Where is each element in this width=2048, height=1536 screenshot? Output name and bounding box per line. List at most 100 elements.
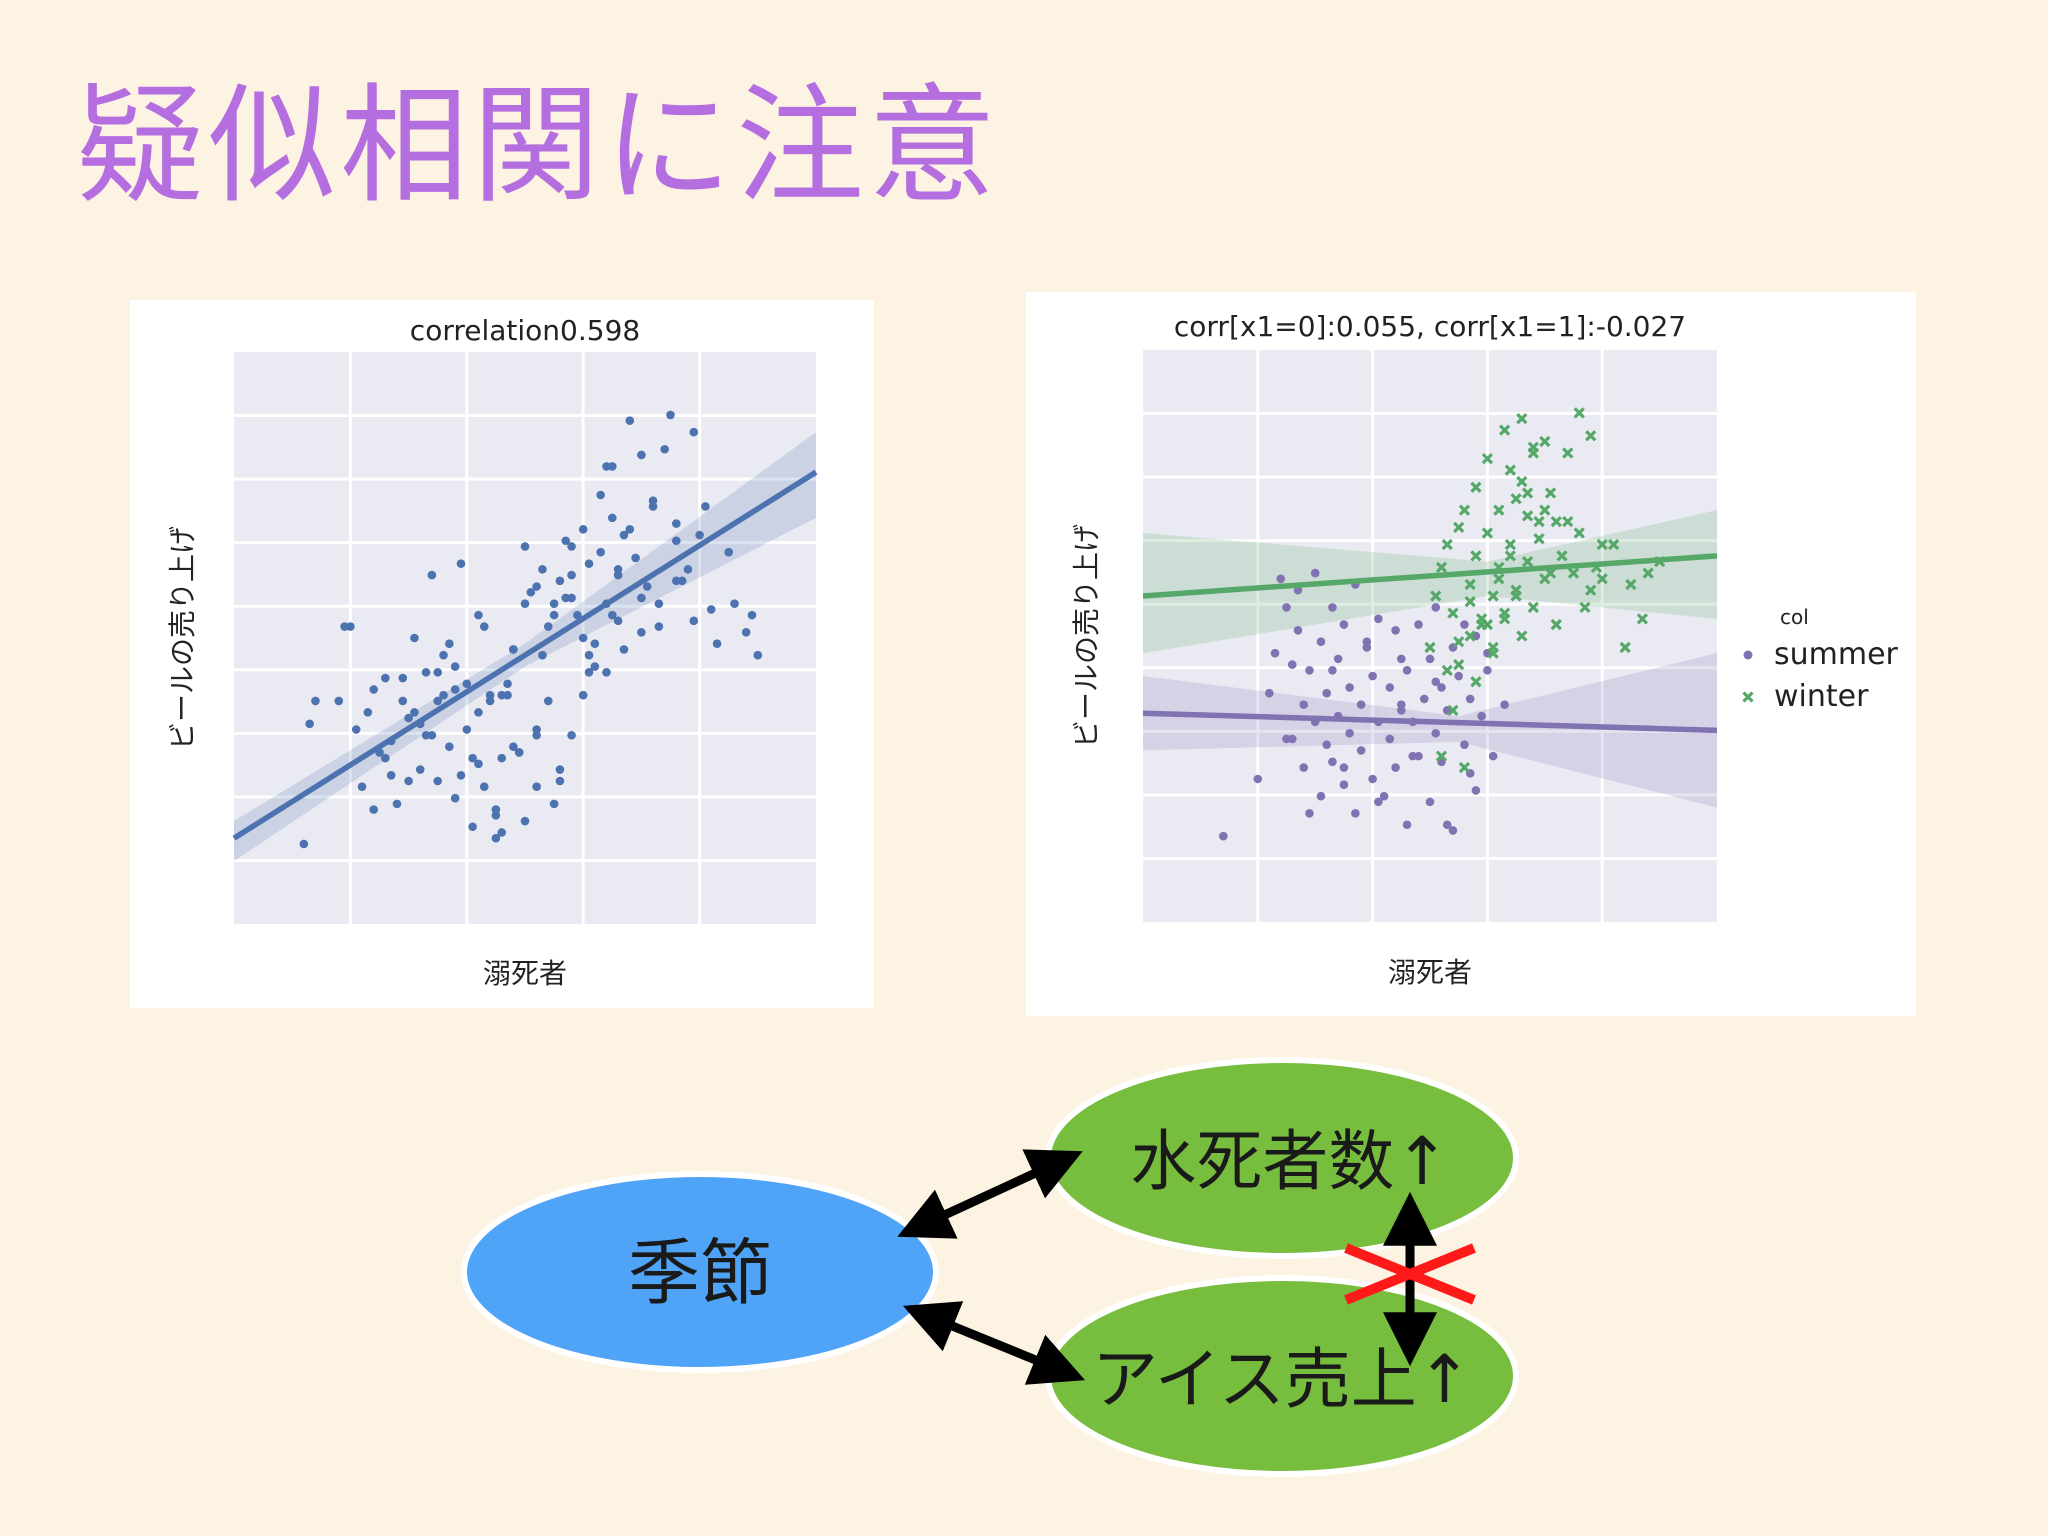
chart-0-point-main [654,599,664,608]
chart-1-regression-line-summer [1142,710,1718,734]
chart-1-point-winter [1516,413,1528,425]
chart-1-point-winter [1424,641,1436,654]
chart-0-point-main [433,776,443,786]
chart-0-point-main [666,410,675,420]
chart-0-point-main [497,753,507,763]
chart-1-point-winter [1510,493,1522,505]
chart-1-point-winter [1430,590,1442,602]
chart-1-point-winter [1487,590,1499,602]
chart-1-legend-label-winter: winter [1774,679,1869,714]
chart-0-point-main [351,725,361,734]
chart-0-y-axis-label: ビールの売り上げ [166,526,199,750]
chart-0-point-main [526,587,536,597]
chart-1-point-winter [1533,515,1545,528]
chart-1-title: corr[x1=0]:0.055, corr[x1=1]:-0.027 [1174,310,1686,343]
chart-1-point-winter [1441,664,1453,676]
chart-1-point-summer [1419,694,1429,704]
chart-0-point-main [654,622,664,631]
chart-0-point-main [642,582,652,591]
chart-1-point-winter [1464,596,1476,608]
chart-0-point-main [456,559,466,568]
chart-1-point-summer [1310,568,1320,578]
chart-1-point-winter [1625,578,1637,591]
chart-1-legend-marker-summer [1743,650,1753,660]
chart-1-point-summer [1276,574,1286,584]
chart-1-points-summer [1219,568,1509,841]
chart-0-point-main [520,816,530,826]
chart-1-point-summer [1477,711,1486,721]
chart-1-point-summer [1305,666,1314,675]
chart-1-point-summer [1287,660,1297,669]
slide-title: 疑似相関に注意 [76,72,1001,221]
chart-0-point-main [683,565,693,574]
chart-0-point-main [509,742,518,751]
chart-0-point-main [479,622,489,631]
chart-1-point-summer [1465,694,1475,704]
chart-1-point-summer [1374,614,1383,624]
chart-1-point-winter [1533,533,1545,545]
chart-0-point-main [549,599,559,608]
chart-1-point-winter [1504,550,1516,562]
chart-0-point-main [672,519,681,528]
chart-0-point-main [334,696,344,706]
chart-0-point-main [357,782,367,792]
chart-0-point-main [706,605,716,614]
chart-1-point-winter [1579,601,1591,614]
chart-0-point-main [543,622,553,631]
chart-0-point-main [369,805,378,814]
chart-1-point-summer [1379,791,1389,801]
chart-0-point-main [724,547,733,557]
chart-1-point-summer [1402,666,1412,675]
chart-1-point-winter [1567,567,1580,579]
chart-1-point-summer [1408,751,1418,761]
chart-1-point-summer [1425,654,1435,664]
chart-1-point-summer [1442,820,1452,830]
chart-0-point-main [677,576,687,586]
chart-1-point-winter [1458,761,1471,774]
chart-0-plot-area [234,352,816,924]
chart-1-point-winter [1510,590,1522,602]
chart-0-point-main [462,679,472,689]
chart-0-x-axis-label: 溺死者 [483,957,567,990]
chart-1-point-summer [1253,774,1263,784]
chart-1-point-summer [1328,757,1337,767]
chart-0-point-main [538,650,547,660]
chart-1-point-summer [1368,774,1377,784]
chart-1-point-winter [1458,504,1471,516]
chart-1-point-winter [1464,578,1476,591]
chart-1-point-summer [1483,666,1492,675]
ice-node-label: アイス売上↑ [1092,1341,1472,1418]
chart-0-point-main [404,713,413,723]
chart-1-point-summer [1362,637,1372,647]
chart-1-point-summer [1437,683,1446,692]
chart-1-point-winter [1596,538,1608,551]
chart-0-point-main [689,427,699,437]
chart-1-point-summer [1488,751,1498,761]
chart-1-point-summer [1448,826,1458,835]
chart-0-point-main [346,622,355,631]
chart-0-point-main [608,610,617,620]
chart-1-point-winter [1481,527,1494,539]
chart-1-y-axis-label: ビールの売り上げ [1070,524,1103,748]
chart-0-point-main [567,570,576,580]
chart-1-point-summer [1460,620,1469,629]
chart-0-point-main [596,547,605,557]
chart-1-point-winter [1470,676,1482,688]
chart-1-point-summer [1339,620,1349,629]
chart-1-point-summer [1397,706,1406,715]
chart-0-point-main [590,639,600,649]
chart-right-panel: corr[x1=0]:0.055, corr[x1=1]:-0.027 溺死者 ビー… [1026,292,1916,1016]
chart-1-point-winter [1562,515,1574,528]
chart-1-point-winter [1521,556,1534,568]
chart-0-point-main [637,627,646,637]
chart-1-point-summer [1368,671,1377,681]
correlation-scatter-chart: correlation0.598 溺死者 ビールの売り上げ [166,314,818,990]
chart-0-point-main [549,799,559,809]
chart-1-point-winter [1441,538,1453,551]
chart-0-point-main [445,742,454,751]
season-drowning-arrow [897,1149,1083,1239]
chart-1-point-summer [1391,625,1400,635]
chart-1-point-summer [1270,648,1280,658]
chart-0-point-main [578,633,588,643]
chart-1-point-winter [1447,607,1459,619]
